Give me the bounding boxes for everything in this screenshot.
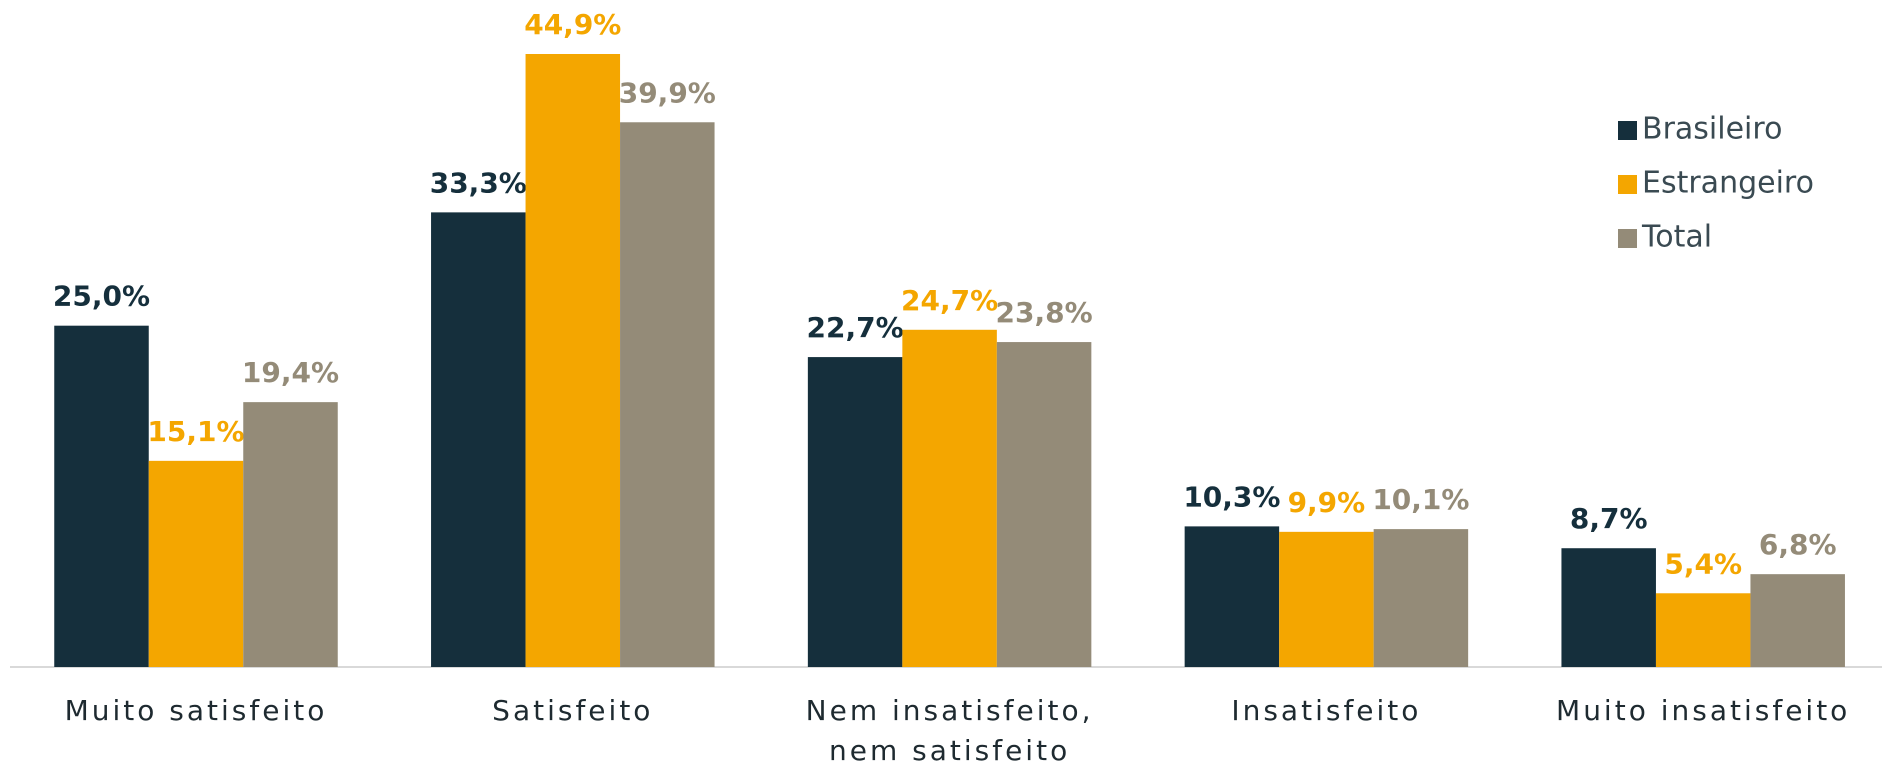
bar [902, 329, 997, 667]
bar [620, 122, 715, 667]
legend-label: Brasileiro [1642, 112, 1782, 147]
bar [996, 342, 1092, 667]
value-label: 10,3% [1183, 480, 1280, 513]
value-label: 6,8% [1759, 528, 1837, 561]
legend-label: Total [1641, 220, 1712, 255]
bar [148, 460, 244, 667]
value-label: 8,7% [1570, 502, 1648, 535]
value-label: 22,7% [807, 311, 904, 344]
bar [1750, 574, 1845, 667]
value-label: 33,3% [430, 166, 527, 199]
bar [1655, 593, 1751, 667]
x-tick-label: Nem insatisfeito, nem satisfeito [805, 694, 1094, 765]
legend-label: Estrangeiro [1642, 166, 1814, 201]
x-tick-label: Insatisfeito [1231, 694, 1422, 727]
legend-swatch [1618, 175, 1637, 194]
bar [54, 325, 149, 667]
legend-swatch [1618, 121, 1637, 140]
value-label: 44,9% [524, 8, 621, 41]
legend-swatch [1618, 229, 1637, 248]
value-label: 39,9% [619, 76, 716, 109]
bar [1561, 548, 1656, 667]
x-tick-label: Muito insatisfeito [1556, 694, 1851, 727]
value-label: 10,1% [1372, 483, 1469, 516]
bar [1279, 531, 1374, 667]
bar [431, 212, 526, 668]
value-label: 5,4% [1664, 547, 1742, 580]
x-tick-label: Muito satisfeito [64, 694, 328, 727]
bar [1184, 526, 1280, 667]
value-label: 15,1% [147, 415, 244, 448]
x-tick-label: Satisfeito [492, 694, 654, 727]
value-label: 19,4% [242, 356, 339, 389]
bar [807, 357, 903, 667]
bar [243, 402, 338, 667]
bar [525, 54, 621, 667]
value-label: 25,0% [53, 280, 150, 313]
value-label: 9,9% [1288, 486, 1366, 519]
bar [1373, 529, 1469, 667]
value-label: 24,7% [901, 284, 998, 317]
value-label: 23,8% [996, 296, 1093, 329]
